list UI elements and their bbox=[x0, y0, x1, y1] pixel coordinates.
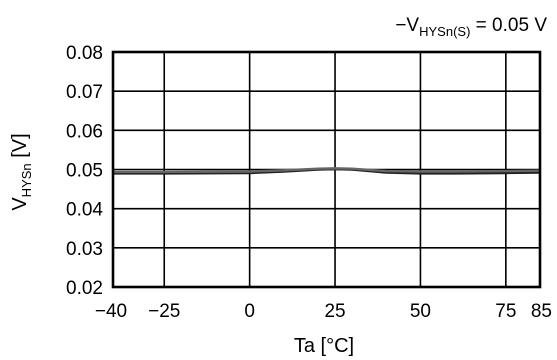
x-tick-label: 85 bbox=[531, 301, 552, 322]
y-axis-label-main: V bbox=[9, 197, 31, 211]
annotation: −VHYSn(S) = 0.05 V bbox=[395, 15, 547, 39]
annotation-suffix: = 0.05 V bbox=[470, 15, 547, 36]
y-tick-labels: 0.02 0.03 0.04 0.05 0.06 0.07 0.08 bbox=[66, 43, 103, 299]
series-layer bbox=[113, 167, 541, 175]
x-tick-label: −40 bbox=[95, 301, 127, 322]
y-tick-label: 0.03 bbox=[66, 239, 103, 260]
x-tick-label: 25 bbox=[324, 301, 345, 322]
annotation-prefix: −V bbox=[395, 15, 419, 36]
y-axis-label-subscript: HYSn bbox=[19, 163, 34, 197]
frame-layer bbox=[111, 50, 542, 289]
y-tick-label: 0.07 bbox=[66, 82, 103, 103]
x-tick-label: 50 bbox=[410, 301, 431, 322]
y-tick-label: 0.06 bbox=[66, 121, 103, 142]
y-axis-label-suffix: [V] bbox=[9, 133, 31, 163]
series-line-2 bbox=[113, 167, 541, 174]
x-axis-label: Ta [°C] bbox=[294, 335, 354, 357]
x-tick-labels: −40 −25 0 25 50 75 85 bbox=[95, 301, 552, 322]
y-tick-label: 0.05 bbox=[66, 161, 103, 182]
x-tick-label: 0 bbox=[244, 301, 255, 322]
x-tick-label: −25 bbox=[148, 301, 180, 322]
y-axis-label: VHYSn [V] bbox=[9, 133, 34, 210]
y-tick-label: 0.08 bbox=[66, 43, 103, 64]
y-tick-label: 0.02 bbox=[66, 278, 103, 299]
annotation-subscript: HYSn(S) bbox=[419, 24, 470, 39]
plot-frame bbox=[111, 50, 542, 289]
x-tick-label: 75 bbox=[495, 301, 516, 322]
y-tick-label: 0.04 bbox=[66, 200, 103, 221]
